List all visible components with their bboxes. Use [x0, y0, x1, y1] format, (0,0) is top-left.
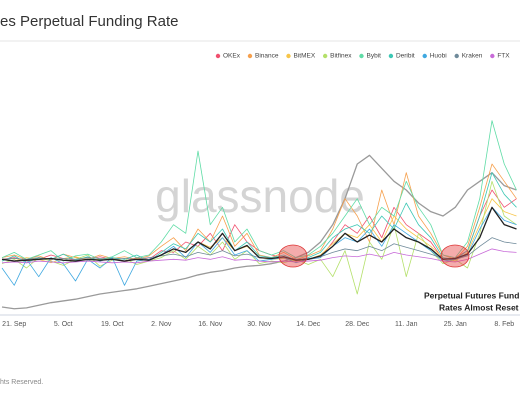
legend-label: Binance: [255, 53, 279, 60]
legend-label: BitMEX: [293, 53, 315, 60]
x-tick-label: 16. Nov: [198, 321, 223, 328]
watermark: glassnode: [155, 170, 365, 222]
footer: hts Reserved.: [0, 379, 43, 386]
annotation: Perpetual Futures Fund: [424, 290, 519, 300]
legend-marker: [359, 53, 364, 59]
legend-label: OKEx: [223, 53, 241, 60]
legend-label: Bybit: [366, 53, 381, 60]
x-tick-label: 11. Jan: [395, 321, 418, 328]
x-tick-label: 19. Oct: [101, 321, 124, 328]
highlight-circle: [440, 244, 470, 268]
series-line: [1, 172, 517, 264]
series-line: [1, 120, 517, 262]
x-tick-label: 28. Dec: [345, 321, 370, 328]
legend-marker: [247, 53, 253, 59]
chart-title: es Perpetual Funding Rate: [0, 13, 178, 30]
series-line: [1, 154, 517, 310]
x-tick-label: 14. Dec: [296, 321, 321, 328]
legend-label: Deribit: [396, 53, 415, 60]
series-line: [1, 248, 517, 264]
x-tick-label: 25. Jan: [444, 321, 467, 328]
annotation: Rates Almost Reset: [439, 302, 519, 312]
legend-marker: [388, 53, 394, 59]
legend-marker: [322, 53, 328, 59]
legend-label: Kraken: [462, 53, 483, 60]
series-line: [1, 206, 517, 262]
highlight-circle: [278, 244, 308, 268]
legend-label: FTX: [497, 53, 510, 60]
legend-marker: [215, 53, 221, 59]
x-tick-label: 21. Sep: [2, 321, 26, 328]
x-tick-label: 2. Nov: [151, 321, 172, 328]
legend-marker: [454, 53, 459, 59]
legend-marker: [490, 53, 495, 59]
plot: [1, 120, 517, 310]
legend-marker: [422, 53, 427, 59]
x-tick-label: 8. Feb: [494, 321, 514, 328]
legend-label: Huobi: [430, 53, 447, 60]
legend-marker: [286, 53, 291, 59]
x-tick-label: 5. Oct: [54, 321, 73, 328]
x-tick-label: 30. Nov: [247, 321, 272, 328]
legend-label: Bitfinex: [330, 53, 352, 60]
